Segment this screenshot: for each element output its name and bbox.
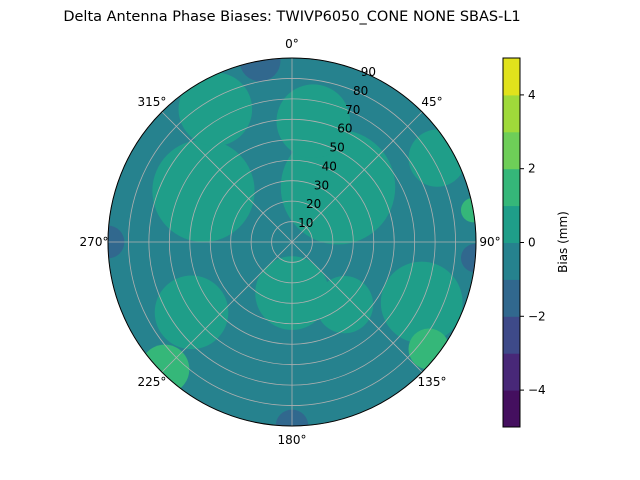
- colorbar-tick-label: −2: [528, 309, 546, 323]
- radial-tick-labels: 10 20 30 40 50 60 70 80 90: [298, 65, 376, 230]
- colorbar-segment: [503, 279, 520, 317]
- angular-tick-label: 315°: [138, 95, 167, 109]
- angular-tick-label: 0°: [285, 37, 299, 51]
- radial-tick-label: 90: [361, 65, 376, 79]
- polar-frame: [107, 57, 477, 427]
- colorbar-segment: [503, 353, 520, 391]
- radial-tick-label: 80: [353, 84, 368, 98]
- colorbar-segment: [503, 58, 520, 96]
- colorbar-label: Bias (mm): [556, 211, 570, 273]
- radial-tick-label: 20: [306, 197, 321, 211]
- colorbar-segment: [503, 131, 520, 170]
- colorbar-segment: [503, 316, 520, 354]
- angular-tick-label: 270°: [80, 235, 109, 249]
- angular-grid-line: [291, 111, 423, 243]
- chart-title: Delta Antenna Phase Biases: TWIVP6050_CO…: [63, 9, 521, 25]
- colorbar-segment: [503, 94, 520, 133]
- colorbar: 4 2 0 −2 −4: [502, 57, 546, 428]
- angular-tick-label: 225°: [138, 375, 167, 389]
- angular-grid-line: [161, 241, 293, 373]
- colorbar-segment: [503, 168, 520, 207]
- polar-grid: [107, 57, 477, 427]
- radial-tick-label: 60: [337, 122, 352, 136]
- angular-tick-label: 135°: [418, 375, 447, 389]
- radial-tick-label: 10: [298, 216, 313, 230]
- radial-tick-label: 50: [329, 141, 344, 155]
- colorbar-tick-label: 0: [528, 236, 536, 250]
- radial-tick-label: 40: [322, 159, 337, 173]
- angular-grid-line: [161, 111, 293, 243]
- radial-tick-label: 30: [314, 178, 329, 192]
- angular-tick-labels: 0° 45° 90° 135° 180° 225° 270° 315°: [80, 37, 501, 447]
- angular-tick-label: 180°: [278, 433, 307, 447]
- contour-region: [178, 72, 253, 147]
- angular-tick-label: 90°: [479, 235, 500, 249]
- radial-tick-label: 70: [345, 103, 360, 117]
- colorbar-segment: [503, 390, 520, 428]
- angular-grid-line: [291, 241, 423, 373]
- colorbar-segment: [503, 205, 520, 243]
- angular-tick-label: 45°: [421, 95, 442, 109]
- colorbar-tick-label: 4: [528, 88, 536, 102]
- contour-region: [408, 129, 466, 187]
- colorbar-tick-label: 2: [528, 162, 536, 176]
- colorbar-tick-label: −4: [528, 383, 546, 397]
- contour-region: [408, 328, 450, 370]
- contour-region: [280, 129, 396, 245]
- colorbar-segment: [503, 242, 520, 280]
